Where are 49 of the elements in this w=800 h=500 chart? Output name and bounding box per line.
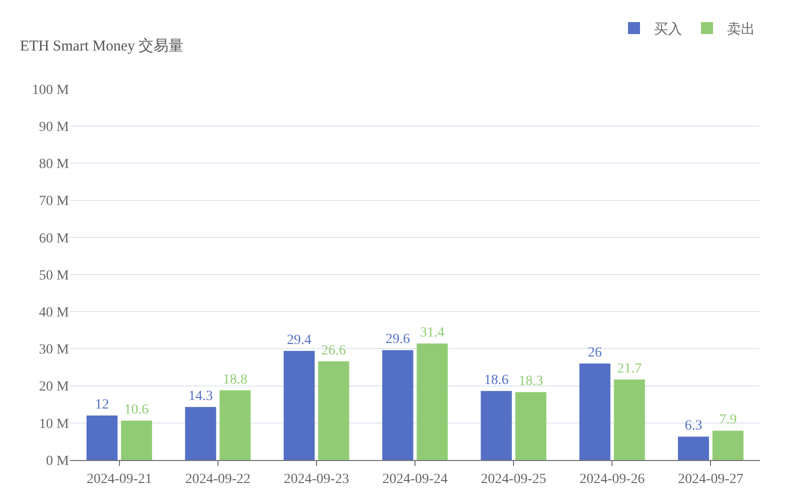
y-tick-label: 40 M (39, 306, 70, 320)
data-label: 26 (588, 346, 602, 361)
x-tick-label: 2024-09-21 (86, 472, 152, 487)
bar (712, 430, 744, 460)
data-label: 31.4 (420, 326, 445, 341)
bar (318, 361, 350, 460)
data-label: 29.6 (386, 332, 410, 348)
data-label: 18.3 (518, 374, 544, 390)
bar (185, 406, 216, 460)
data-label: 6.3 (684, 418, 702, 434)
x-tick-label: 2024-09-25 (480, 472, 546, 487)
data-label: 12 (95, 397, 110, 412)
legend-label: 买入 (654, 22, 682, 38)
data-label: 26.6 (321, 343, 346, 358)
bar (614, 379, 645, 460)
bar (382, 350, 414, 460)
bar (220, 390, 251, 460)
data-label: 7.9 (719, 412, 737, 428)
y-tick-label: 50 M (39, 268, 70, 284)
y-tick-label: 30 M (39, 342, 70, 358)
data-label: 14.3 (188, 388, 213, 404)
data-label: 29.4 (286, 332, 312, 348)
chart-title: ETH Smart Money 交易量 (20, 37, 184, 54)
bar (86, 415, 118, 460)
data-label: 18.8 (222, 372, 248, 388)
data-label: 18.6 (484, 372, 509, 388)
bar (579, 364, 610, 460)
x-tick-label: 2024-09-22 (185, 472, 251, 487)
x-tick-label: 2024-09-23 (284, 472, 350, 487)
data-label: 10.6 (124, 402, 149, 418)
data-label: 21.7 (617, 361, 642, 376)
y-tick-label: 80 M (39, 157, 70, 172)
bar (416, 344, 448, 460)
y-tick-label: 90 M (39, 120, 70, 135)
x-tick-label: 2024-09-27 (678, 472, 744, 487)
y-tick-label: 20 M (39, 380, 70, 395)
bar (515, 392, 546, 460)
y-tick-label: 10 M (39, 416, 70, 432)
y-tick-label: 100 M (32, 82, 70, 98)
x-tick-label: 2024-09-24 (382, 472, 448, 487)
y-tick-label: 60 M (39, 231, 70, 246)
y-tick-label: 0 M (46, 454, 70, 469)
bar (480, 390, 512, 460)
x-tick-label: 2024-09-26 (579, 472, 645, 487)
y-tick-label: 70 M (39, 194, 70, 210)
bar (284, 350, 315, 460)
legend-label: 卖出 (727, 22, 755, 38)
bar (678, 436, 709, 460)
bar (121, 420, 152, 460)
